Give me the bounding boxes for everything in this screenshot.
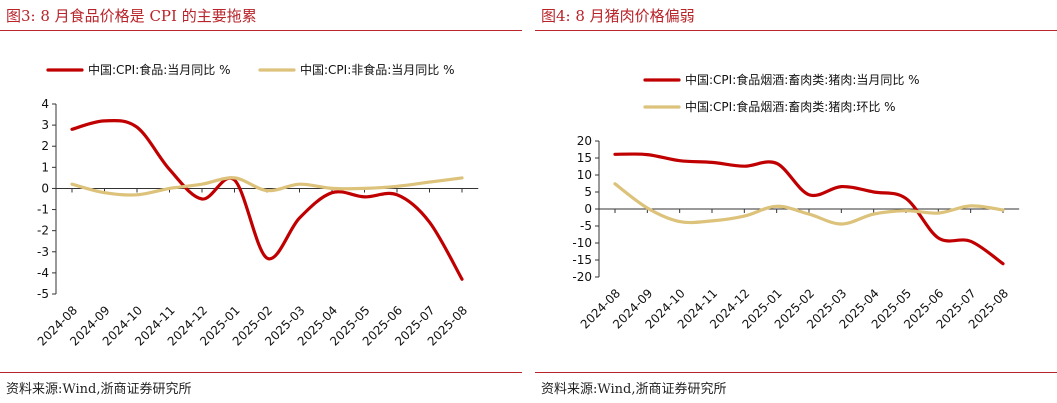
y-tick-label: 1 (41, 160, 49, 174)
y-tick-label: 15 (577, 151, 592, 165)
legend-label: 中国:CPI:食品:当月同比 % (88, 62, 231, 77)
chart-panel-pork-cpi: 图4: 8 月猪肉价格偏弱 中国:CPI:食品烟酒:畜肉类:猪肉:当月同比 % 中… (535, 0, 1057, 403)
y-tick-label: -3 (37, 245, 49, 259)
y-tick-label: 3 (41, 118, 49, 132)
series-line-secondary (70, 176, 464, 197)
y-tick-label: -20 (572, 270, 592, 284)
chart-panel-food-cpi: 图3: 8 月食品价格是 CPI 的主要拖累 中国:CPI:食品:当月同比 % 中… (0, 0, 522, 403)
legend-label: 中国:CPI:食品烟酒:畜肉类:猪肉:当月同比 % (685, 72, 920, 87)
source-note: 资料来源:Wind,浙商证券研究所 (6, 382, 192, 397)
y-tick-label: 2 (41, 139, 49, 153)
y-tick-label: -5 (37, 287, 49, 301)
series-line-primary (613, 152, 1005, 266)
title-divider (535, 30, 1057, 31)
y-tick-label: 4 (41, 97, 49, 111)
pork-cpi-line-chart: 中国:CPI:食品烟酒:畜肉类:猪肉:当月同比 % 中国:CPI:食品烟酒:畜肉类… (572, 72, 1020, 332)
y-tick-label: 20 (577, 134, 592, 148)
series-line-primary (70, 118, 464, 281)
y-tick-label: 10 (577, 168, 592, 182)
y-tick-label: 5 (584, 185, 592, 199)
legend-label: 中国:CPI:食品烟酒:畜肉类:猪肉:环比 % (685, 99, 896, 114)
legend-label: 中国:CPI:非食品:当月同比 % (300, 62, 455, 77)
title-divider (0, 30, 522, 31)
figure-title: 图4: 8 月猪肉价格偏弱 (541, 7, 695, 25)
y-tick-label: 0 (41, 181, 49, 195)
y-tick-label: -15 (572, 253, 592, 267)
y-tick-label: -10 (572, 236, 592, 250)
y-tick-label: -2 (37, 224, 49, 238)
source-divider (0, 372, 522, 373)
series-line-secondary (613, 182, 1005, 226)
source-divider (535, 372, 1057, 373)
y-tick-label: -4 (37, 266, 49, 280)
source-note: 资料来源:Wind,浙商证券研究所 (541, 382, 727, 397)
figure-title: 图3: 8 月食品价格是 CPI 的主要拖累 (6, 7, 257, 25)
y-tick-label: -1 (37, 203, 49, 217)
food-cpi-line-chart: 中国:CPI:食品:当月同比 % 中国:CPI:非食品:当月同比 % 4 3 2 1 0 -1… (35, 62, 479, 349)
y-tick-label: 0 (584, 202, 592, 216)
y-tick-label: -5 (580, 219, 592, 233)
